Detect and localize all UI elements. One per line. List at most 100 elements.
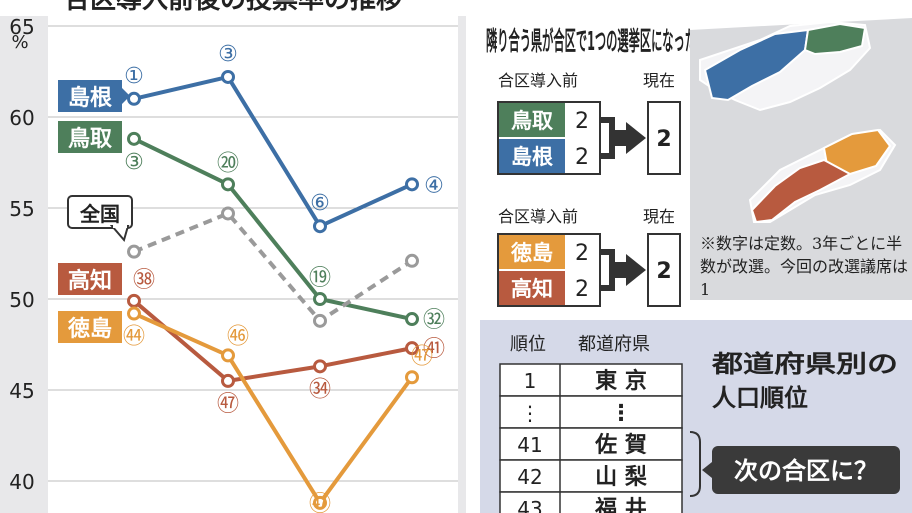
rank-cell-rank-0: 1: [524, 369, 537, 393]
chart-title: 合区導入前後の投票率の推移: [64, 0, 402, 15]
point-4-1: [221, 348, 235, 363]
series-line-1: [133, 137, 413, 321]
series-line-3: [132, 299, 413, 383]
series-line-4: [133, 311, 414, 505]
merge-box-after-2: [647, 233, 681, 307]
legend-kochi: 高知: [58, 263, 122, 295]
legend-zenkoku: 全国: [67, 195, 133, 243]
rank-label-4-0: ㊹: [123, 325, 145, 350]
point-2-0: [127, 244, 141, 259]
merge-after-label-1: 現在: [643, 71, 675, 90]
point-1-1: [221, 177, 235, 192]
point-3-3: [405, 341, 419, 356]
y-tick-label-55: 55: [9, 197, 34, 221]
rank-label-3-3: ㊶: [423, 337, 445, 362]
merge-seats-kochi: 2: [575, 277, 589, 302]
rank-cell-pref-2: 佐 賀: [594, 432, 647, 458]
merge-pref-shimane: 島根: [511, 145, 553, 169]
point-0-1: [221, 69, 235, 84]
y-tick-label-65: 65: [9, 15, 34, 39]
merge-before-label-2: 合区導入前: [498, 207, 578, 226]
tottori-region: [803, 22, 867, 56]
rank-label-4-2: ㊼: [309, 492, 331, 513]
legend-shimane: 島根: [58, 80, 130, 112]
rank-header-pref: 都道府県: [578, 334, 650, 355]
series-2: [127, 206, 419, 328]
rank-label-1-2: ⑲: [309, 266, 331, 291]
shimane-region: [703, 28, 810, 102]
point-0-0: [127, 91, 141, 106]
rank-label-4-3: ㊼: [411, 344, 433, 369]
next-merge-badge: [712, 446, 900, 494]
series-line-0: [133, 74, 413, 229]
rank-cell-pref-1: ⋮: [610, 401, 632, 426]
chart-title-band: [0, 0, 466, 16]
point-4-0: [127, 306, 141, 321]
kochi-region: [750, 158, 853, 224]
rank-label-3-2: ㉞: [309, 377, 331, 402]
y-tick-label-50: 50: [9, 288, 34, 312]
merge-box-after-1: [647, 101, 681, 175]
merge-seats-tottori: 2: [575, 109, 589, 134]
rank-heading-line2: 人口順位: [712, 384, 808, 412]
rank-row-0: 1 東 京: [499, 363, 683, 397]
point-2-1: [221, 206, 235, 221]
merge-seats-tokushima: 2: [575, 241, 589, 266]
legend-tottori: 鳥取: [58, 121, 122, 153]
rank-cell-rank-3: 42: [517, 465, 542, 489]
point-2-2: [313, 313, 327, 328]
merge-after-label-2: 現在: [643, 207, 675, 226]
rank-cell-rank-2: 41: [517, 433, 542, 457]
rank-cell-rank-1: ⋮: [520, 401, 540, 425]
series-label-kochi: 高知: [68, 268, 112, 294]
merge-now-seats-1: 2: [656, 127, 671, 152]
rank-label-0-1: ③: [218, 42, 238, 67]
point-1-0: [127, 131, 141, 146]
y-tick-label-40: 40: [9, 470, 34, 494]
rank-row-1: ⋮ ⋮: [499, 395, 683, 429]
rank-label-3-0: ㊳: [133, 268, 155, 293]
merge-heading: 隣り合う県が合区で1つの選挙区になった: [486, 26, 696, 57]
series-label-shimane: 島根: [68, 85, 112, 111]
rank-label-0-3: ④: [424, 173, 444, 198]
y-tick-label-45: 45: [9, 379, 34, 403]
series-1: ③ ⑳ ⑲ ㉜: [124, 131, 445, 333]
rank-label-0-2: ⑥: [310, 191, 330, 216]
point-3-0: [127, 293, 141, 308]
rank-cell-rank-4: 43: [517, 497, 542, 513]
point-0-2: [313, 219, 327, 234]
next-merge-text: 次の合区に？: [734, 457, 878, 485]
rank-label-4-1: ㊻: [227, 324, 249, 349]
rank-row-3: 42 山 梨: [499, 459, 683, 493]
point-1-2: [313, 292, 327, 306]
rank-label-1-1: ⑳: [217, 151, 239, 176]
y-tick-label-60: 60: [9, 106, 34, 130]
merge-pref-kochi: 高知: [511, 277, 553, 301]
point-3-2: [313, 359, 327, 374]
y-tick-labels: 40 45 50 55 60 65: [9, 15, 34, 494]
point-4-3: [405, 370, 419, 385]
point-0-3: [405, 177, 419, 192]
rank-row-2: 41 佐 賀: [499, 427, 683, 461]
point-3-1: [221, 373, 235, 388]
rank-label-0-0: ①: [124, 64, 144, 89]
merge-now-seats-2: 2: [656, 259, 671, 284]
series-label-tottori: 鳥取: [68, 126, 112, 152]
merge-arrow-2: [612, 254, 646, 286]
merge-pref-tokushima: 徳島: [510, 241, 553, 265]
series-line-2: [133, 211, 414, 323]
note-text: ※数字は定数。3年ごとに半数が改選。今回の改選議席は1: [700, 234, 909, 299]
point-4-2: [313, 495, 327, 510]
chart-grid: [48, 25, 458, 482]
merge-seats-shimane: 2: [575, 145, 589, 170]
series-label-tokushima: 徳島: [67, 316, 112, 342]
merge-pref-tottori: 鳥取: [511, 109, 553, 133]
point-1-3: [405, 312, 419, 327]
rank-cell-pref-0: 東 京: [595, 368, 647, 394]
point-2-3: [405, 253, 419, 268]
